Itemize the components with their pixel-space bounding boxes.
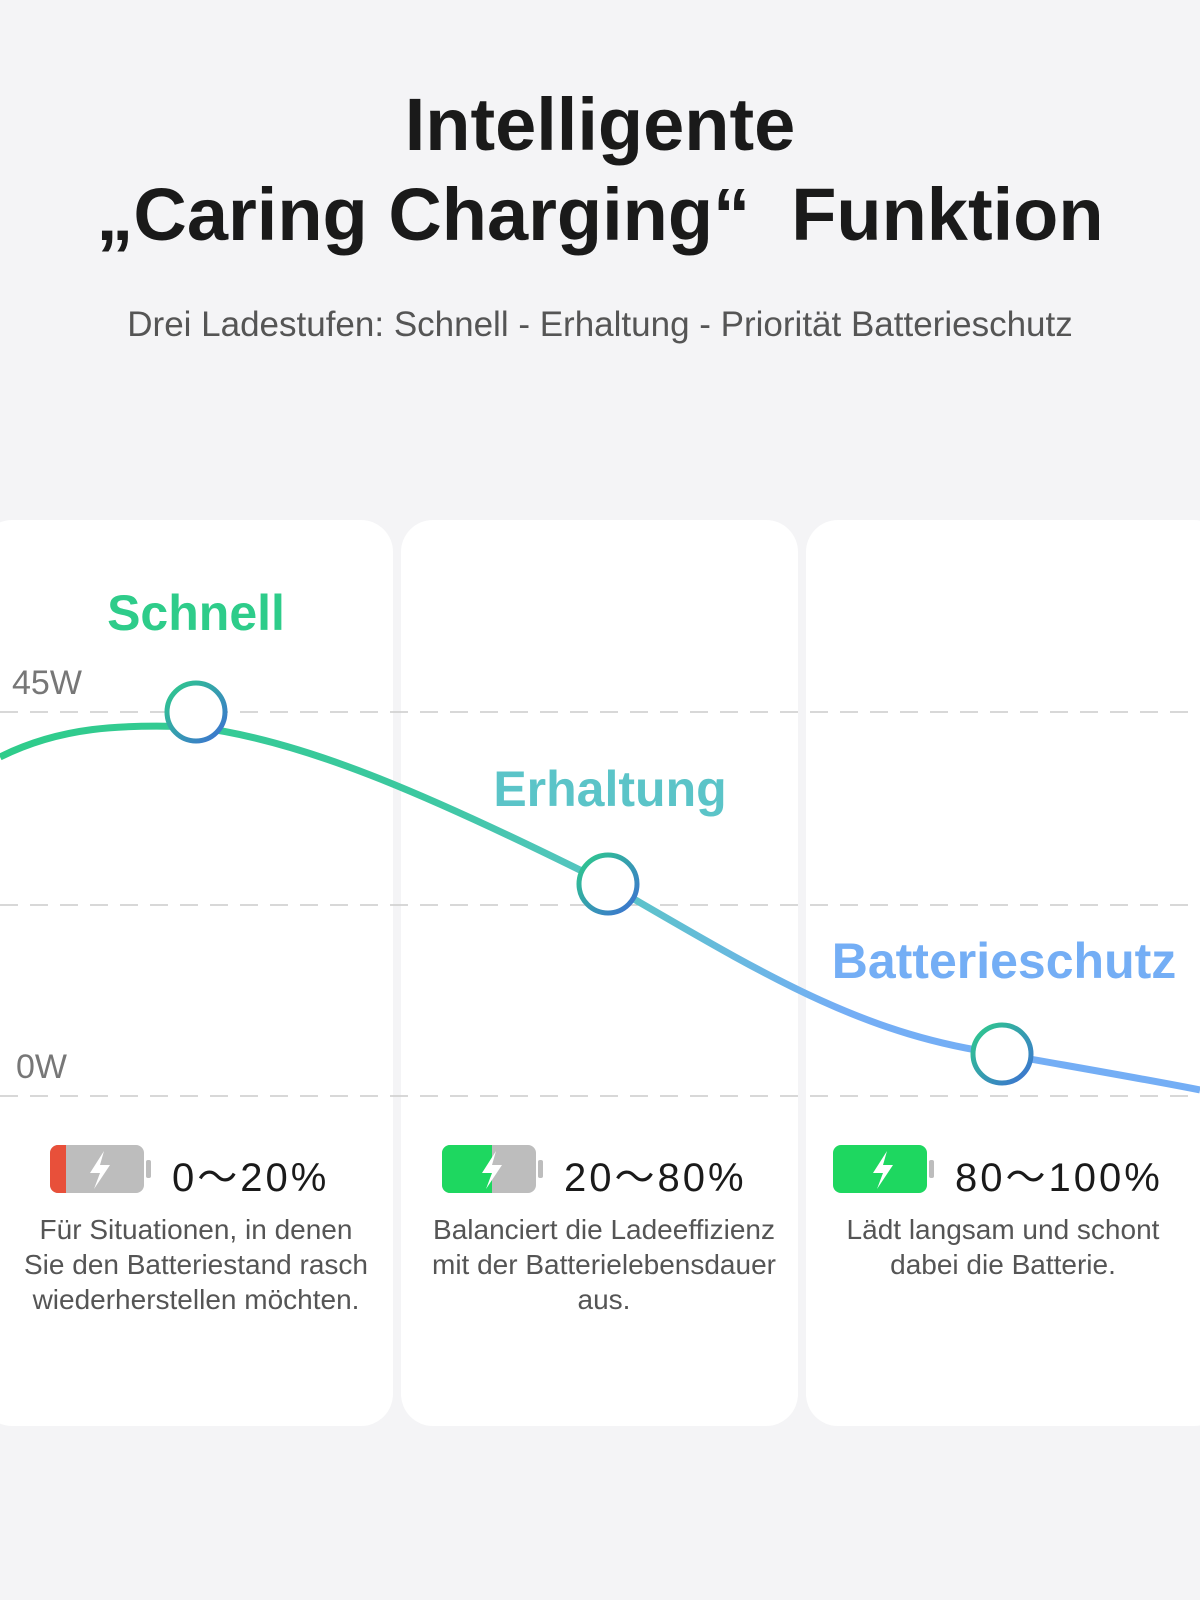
card [0, 520, 393, 1426]
battery-icon [50, 1145, 151, 1193]
description: Für Situationen, in denen Sie den Batter… [24, 1214, 368, 1315]
title-line: Intelligente [404, 83, 796, 166]
card [806, 520, 1200, 1426]
card [401, 520, 798, 1426]
range: 20～80% [564, 1156, 747, 1200]
stage-name: Schnell [107, 585, 285, 641]
axis-label: 0W [16, 1048, 67, 1086]
battery-icon [442, 1145, 543, 1193]
stage-name: Batterieschutz [831, 933, 1177, 989]
axis-label: 45W [12, 664, 82, 702]
stage-name: Erhaltung [493, 761, 727, 817]
subtitle: Drei Ladestufen: Schnell - Erhaltung - P… [127, 305, 1073, 344]
description: Lädt langsam und schont dabei die Batter… [846, 1214, 1160, 1280]
range: 80～100% [955, 1156, 1163, 1200]
point [576, 852, 640, 916]
battery-icon [833, 1145, 934, 1193]
point [164, 680, 228, 744]
title-line: „Caring Charging“ Funktion [96, 173, 1104, 256]
point [970, 1022, 1034, 1086]
description: Balanciert die Ladeeffizienz mit der Bat… [432, 1214, 776, 1315]
range: 0～20% [172, 1156, 330, 1200]
